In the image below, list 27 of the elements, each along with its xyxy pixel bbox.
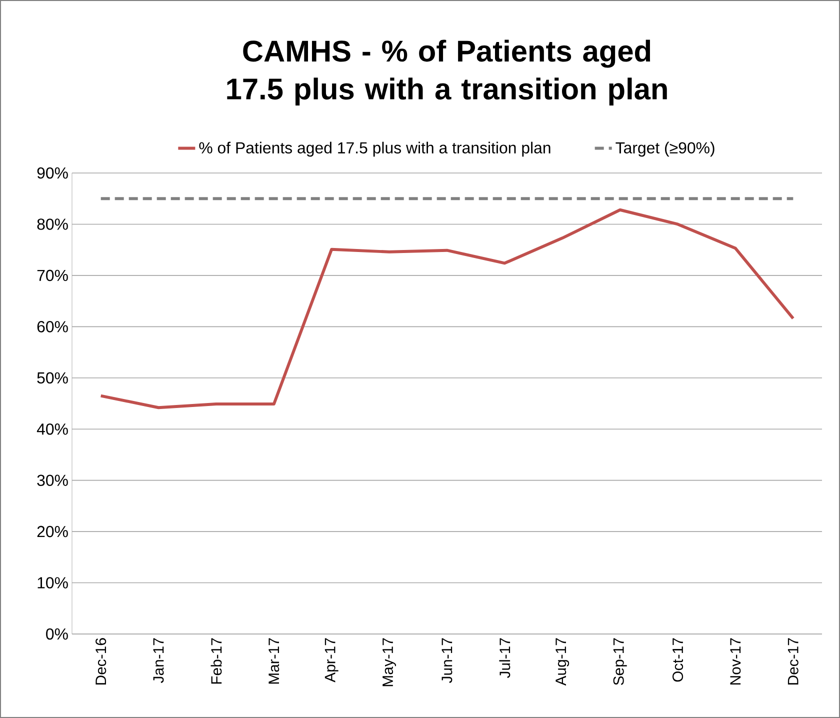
y-tick-label: 10% [38,577,68,588]
x-tick-label: Apr-17 [324,638,338,682]
y-tick-label: 20% [37,526,68,538]
y-tick-label: 90% [37,167,68,179]
y-tick-label: 0% [46,628,68,640]
legend-label: Target (≥90%) [616,142,714,157]
x-tick-label: Dec-16 [96,638,106,684]
y-tick-label: 60% [37,321,68,332]
x-tick-label: Mar-17 [268,638,280,684]
y-tick-label: 30% [37,474,68,486]
x-tick-label: Oct-17 [672,638,684,682]
x-tick-label: May-17 [382,638,396,686]
x-tick-label: Feb-17 [210,638,222,684]
x-tick-label: Dec-17 [788,638,798,684]
x-tick-label: Jul-17 [499,638,510,678]
line-series [99,208,795,410]
y-tick-label: 80% [37,218,68,230]
y-tick-label: 70% [37,270,68,282]
x-tick-label: Jun-17 [442,638,452,683]
x-tick-label: Aug-17 [556,638,570,686]
chart-title: CAMHS - % of Patients aged 17.5 plus with a transition plan [227,40,667,106]
y-tick-label: 40% [36,423,68,435]
x-tick-label: Nov-17 [730,638,741,684]
x-tick-label: Sep-17 [613,638,627,686]
y-tick-label: 50% [37,372,68,384]
legend-label: % of Patients aged 17.5 plus with a transition plan [199,142,550,157]
x-tick-label: Jan-17 [153,638,164,683]
